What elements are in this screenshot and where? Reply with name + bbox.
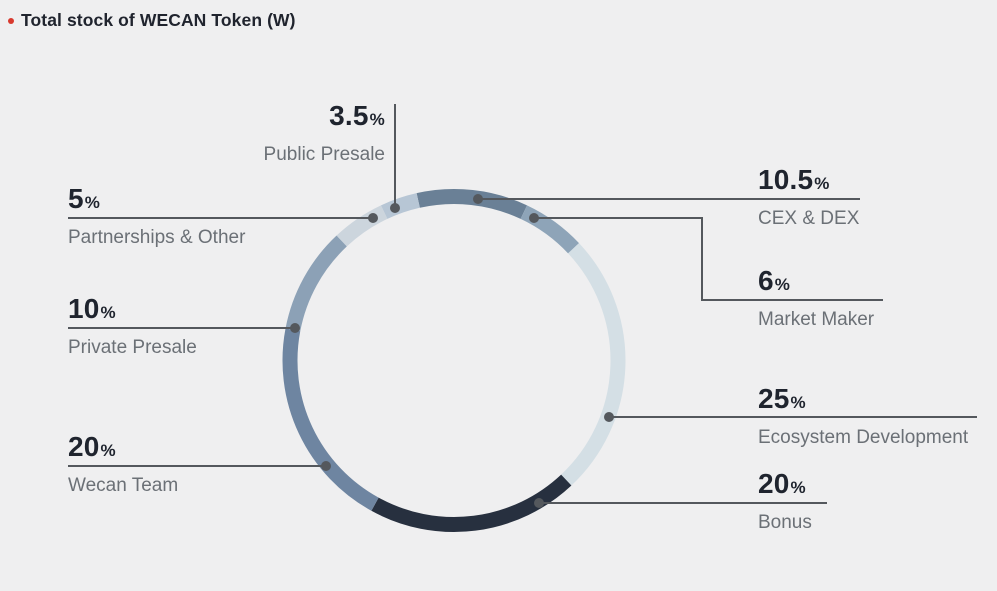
slice-ecosystem-development [561,243,626,486]
slice-label-partnerships-other: 5% Partnerships & Other [68,184,245,249]
slice-label-public-presale: 3.5% Public Presale [264,101,385,166]
slice-name-cex-dex: CEX & DEX [758,208,860,229]
chart-title-row: Total stock of WECAN Token (W) [8,10,296,31]
anchor-dot-public-presale [390,203,400,213]
slice-private-presale [285,235,347,332]
slice-label-wecan-team: 20% Wecan Team [68,432,178,497]
slice-value-partnerships-other: 5% [68,183,101,214]
leader-line-market-maker [534,217,883,301]
slice-name-public-presale: Public Presale [263,144,385,165]
slice-public-presale [380,193,421,219]
anchor-dot-wecan-team [321,461,331,471]
slice-label-private-presale: 10% Private Presale [68,294,197,359]
slice-bonus [371,474,572,532]
anchor-dot-ecosystem-development [604,412,614,422]
title-bullet-icon [8,18,14,24]
chart-title: Total stock of WECAN Token (W) [21,10,296,30]
slice-value-private-presale: 10% [68,293,116,324]
slice-label-ecosystem-development: 25% Ecosystem Development [758,384,968,449]
slice-name-ecosystem-development: Ecosystem Development [758,427,969,448]
slice-value-wecan-team: 20% [68,431,116,462]
slice-label-bonus: 20% Bonus [758,469,812,534]
anchor-dot-cex-dex [473,194,483,204]
slice-value-public-presale: 3.5% [329,100,385,131]
slice-partnerships-other [336,205,388,247]
slice-value-market-maker: 6% [758,265,791,296]
slice-name-bonus: Bonus [758,512,812,533]
slice-cex-dex [416,189,528,219]
slice-name-partnerships-other: Partnerships & Other [68,227,246,248]
anchor-dot-bonus [534,498,544,508]
slice-label-market-maker: 6% Market Maker [758,266,874,331]
anchor-dot-market-maker [529,213,539,223]
slice-name-wecan-team: Wecan Team [68,475,179,496]
slice-market-maker [520,205,580,254]
slice-value-cex-dex: 10.5% [758,164,830,195]
slice-value-ecosystem-development: 25% [758,383,806,414]
slice-name-private-presale: Private Presale [68,337,197,358]
slice-name-market-maker: Market Maker [758,309,875,330]
slice-value-bonus: 20% [758,468,806,499]
anchor-dot-private-presale [290,323,300,333]
slice-label-cex-dex: 10.5% CEX & DEX [758,165,859,230]
anchor-dot-partnerships-other [368,213,378,223]
slice-wecan-team [282,328,379,511]
